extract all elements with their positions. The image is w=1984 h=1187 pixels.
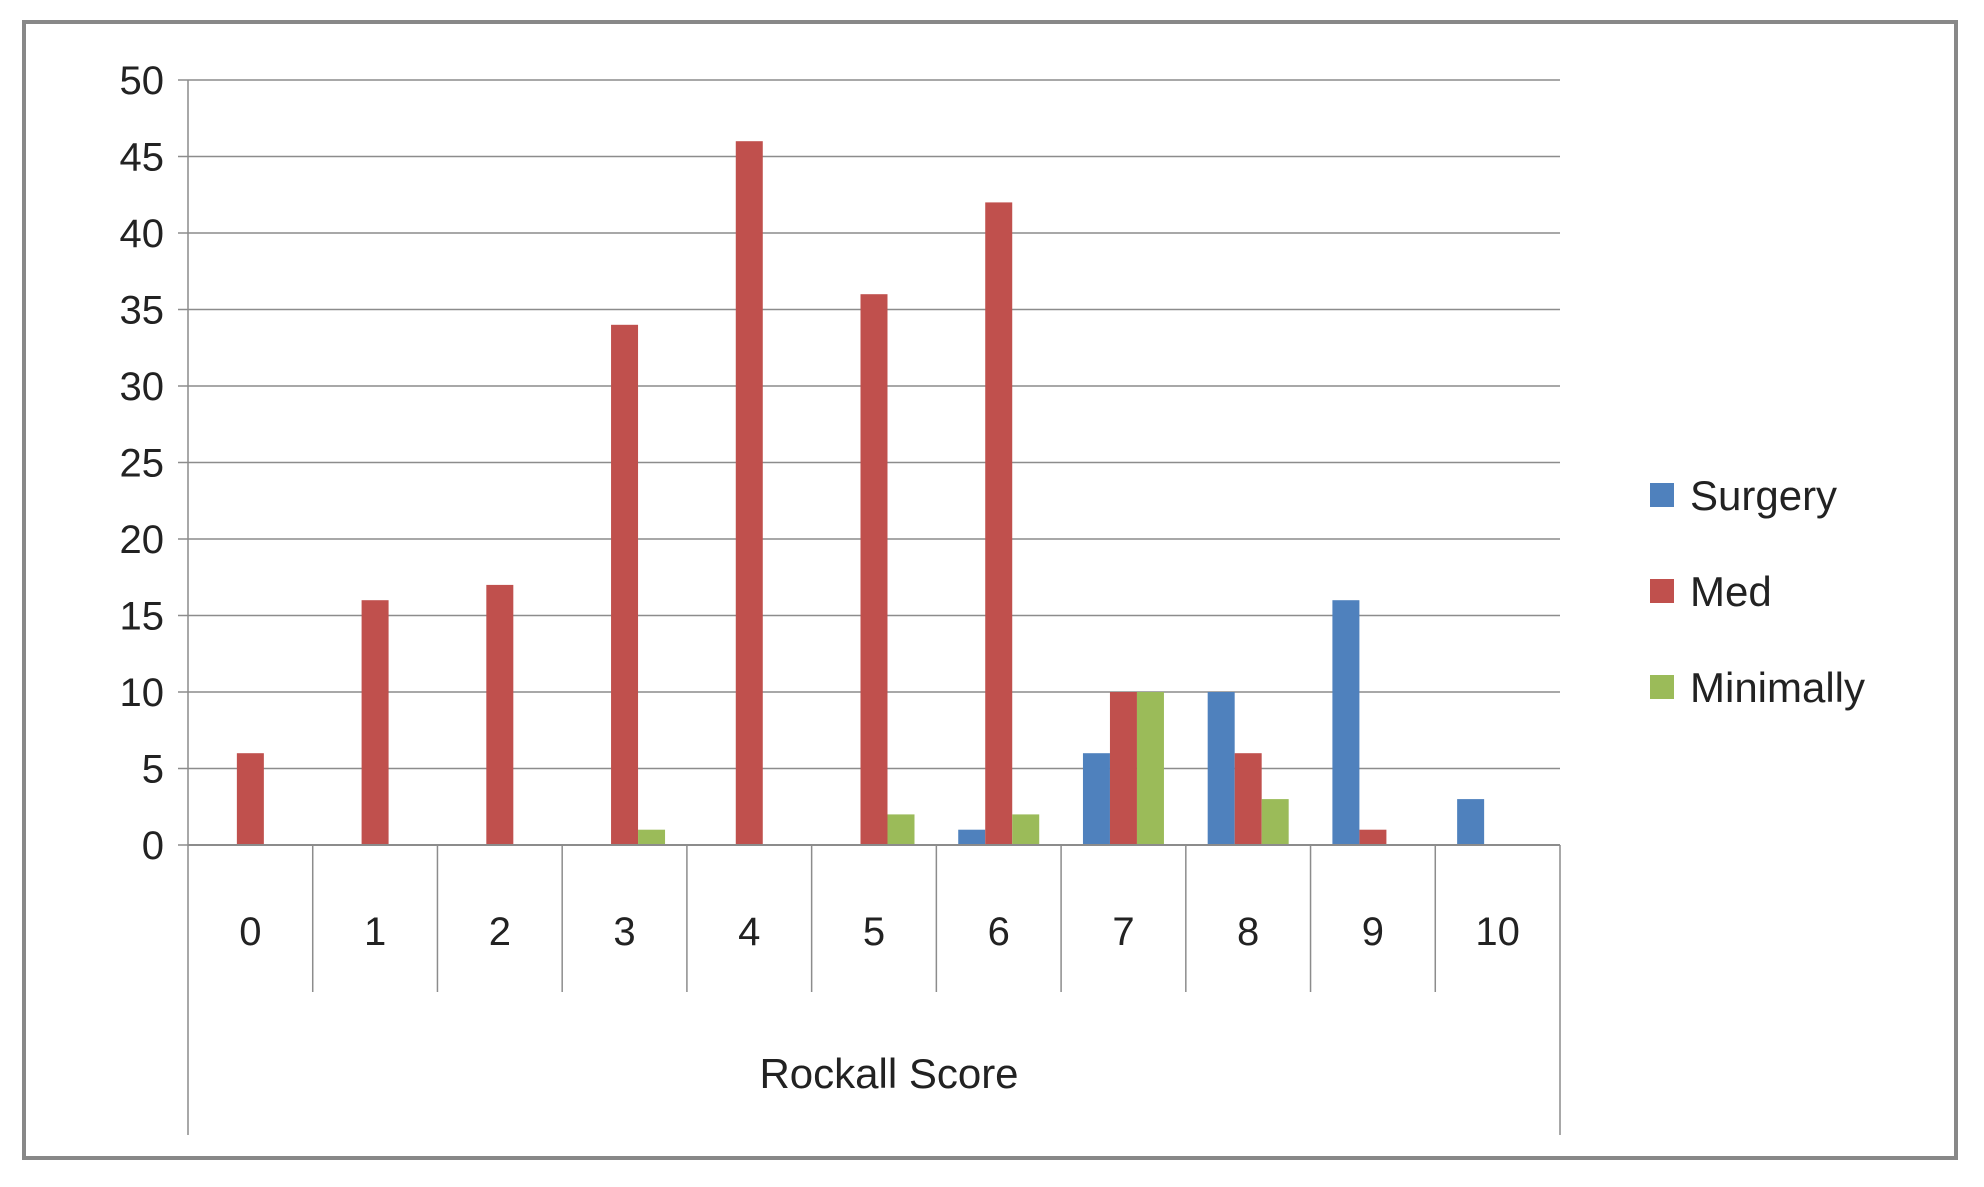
bar-minimally-6 xyxy=(1012,814,1040,845)
x-tick-label: 0 xyxy=(239,910,261,954)
y-tick-label: 20 xyxy=(120,518,165,562)
x-tick-label: 10 xyxy=(1475,910,1520,954)
bar-med-0 xyxy=(236,753,264,845)
y-tick-labels: 0 5 10 15 20 25 30 35 40 45 50 xyxy=(120,59,165,868)
x-tick-label: 1 xyxy=(364,910,386,954)
legend: Surgery Med Minimally xyxy=(1650,472,1865,711)
bar-minimally-8 xyxy=(1261,799,1289,845)
bar-med-7 xyxy=(1109,692,1137,845)
y-tick-label: 30 xyxy=(120,365,165,409)
bar-minimally-7 xyxy=(1136,692,1164,845)
bar-med-3 xyxy=(611,324,639,845)
y-tick-label: 45 xyxy=(120,136,165,180)
y-tick-label: 25 xyxy=(120,442,165,486)
legend-label-surgery: Surgery xyxy=(1690,472,1837,519)
bar-med-1 xyxy=(361,600,389,845)
x-tick-label: 2 xyxy=(489,910,511,954)
y-tick-label: 50 xyxy=(120,59,165,103)
bar-med-4 xyxy=(735,141,763,845)
bar-med-8 xyxy=(1234,753,1262,845)
bar-surgery-7 xyxy=(1082,753,1110,845)
bar-med-2 xyxy=(486,584,514,845)
x-tick-labels: 0 1 2 3 4 5 6 7 8 9 10 xyxy=(239,910,1520,954)
bar-med-9 xyxy=(1359,829,1387,845)
y-tick-label: 5 xyxy=(142,748,164,792)
y-tick-label: 40 xyxy=(120,212,165,256)
x-tick-label: 7 xyxy=(1112,910,1134,954)
bar-med-6 xyxy=(985,202,1013,845)
x-tick-label: 9 xyxy=(1362,910,1384,954)
bar-surgery-9 xyxy=(1332,600,1360,845)
x-tick-label: 6 xyxy=(988,910,1010,954)
bar-med-5 xyxy=(860,294,888,845)
bar-minimally-3 xyxy=(638,829,666,845)
y-tick-label: 10 xyxy=(120,671,165,715)
x-tick-label: 4 xyxy=(738,910,760,954)
bar-surgery-6 xyxy=(958,829,986,845)
legend-label-minimally: Minimally xyxy=(1690,664,1865,711)
axes xyxy=(178,79,1561,1135)
y-tick-label: 35 xyxy=(120,289,165,333)
x-axis-title: Rockall Score xyxy=(759,1050,1018,1097)
x-tick-label: 5 xyxy=(863,910,885,954)
legend-label-med: Med xyxy=(1690,568,1772,615)
x-tick-label: 8 xyxy=(1237,910,1259,954)
bar-minimally-5 xyxy=(887,814,915,845)
x-tick-label: 3 xyxy=(613,910,635,954)
bar-surgery-8 xyxy=(1207,692,1235,845)
legend-swatch-med xyxy=(1650,579,1674,603)
y-tick-label: 15 xyxy=(120,595,165,639)
y-tick-label: 0 xyxy=(142,824,164,868)
bars xyxy=(236,141,1485,845)
bar-surgery-10 xyxy=(1457,799,1485,845)
legend-swatch-minimally xyxy=(1650,675,1674,699)
legend-swatch-surgery xyxy=(1650,483,1674,507)
